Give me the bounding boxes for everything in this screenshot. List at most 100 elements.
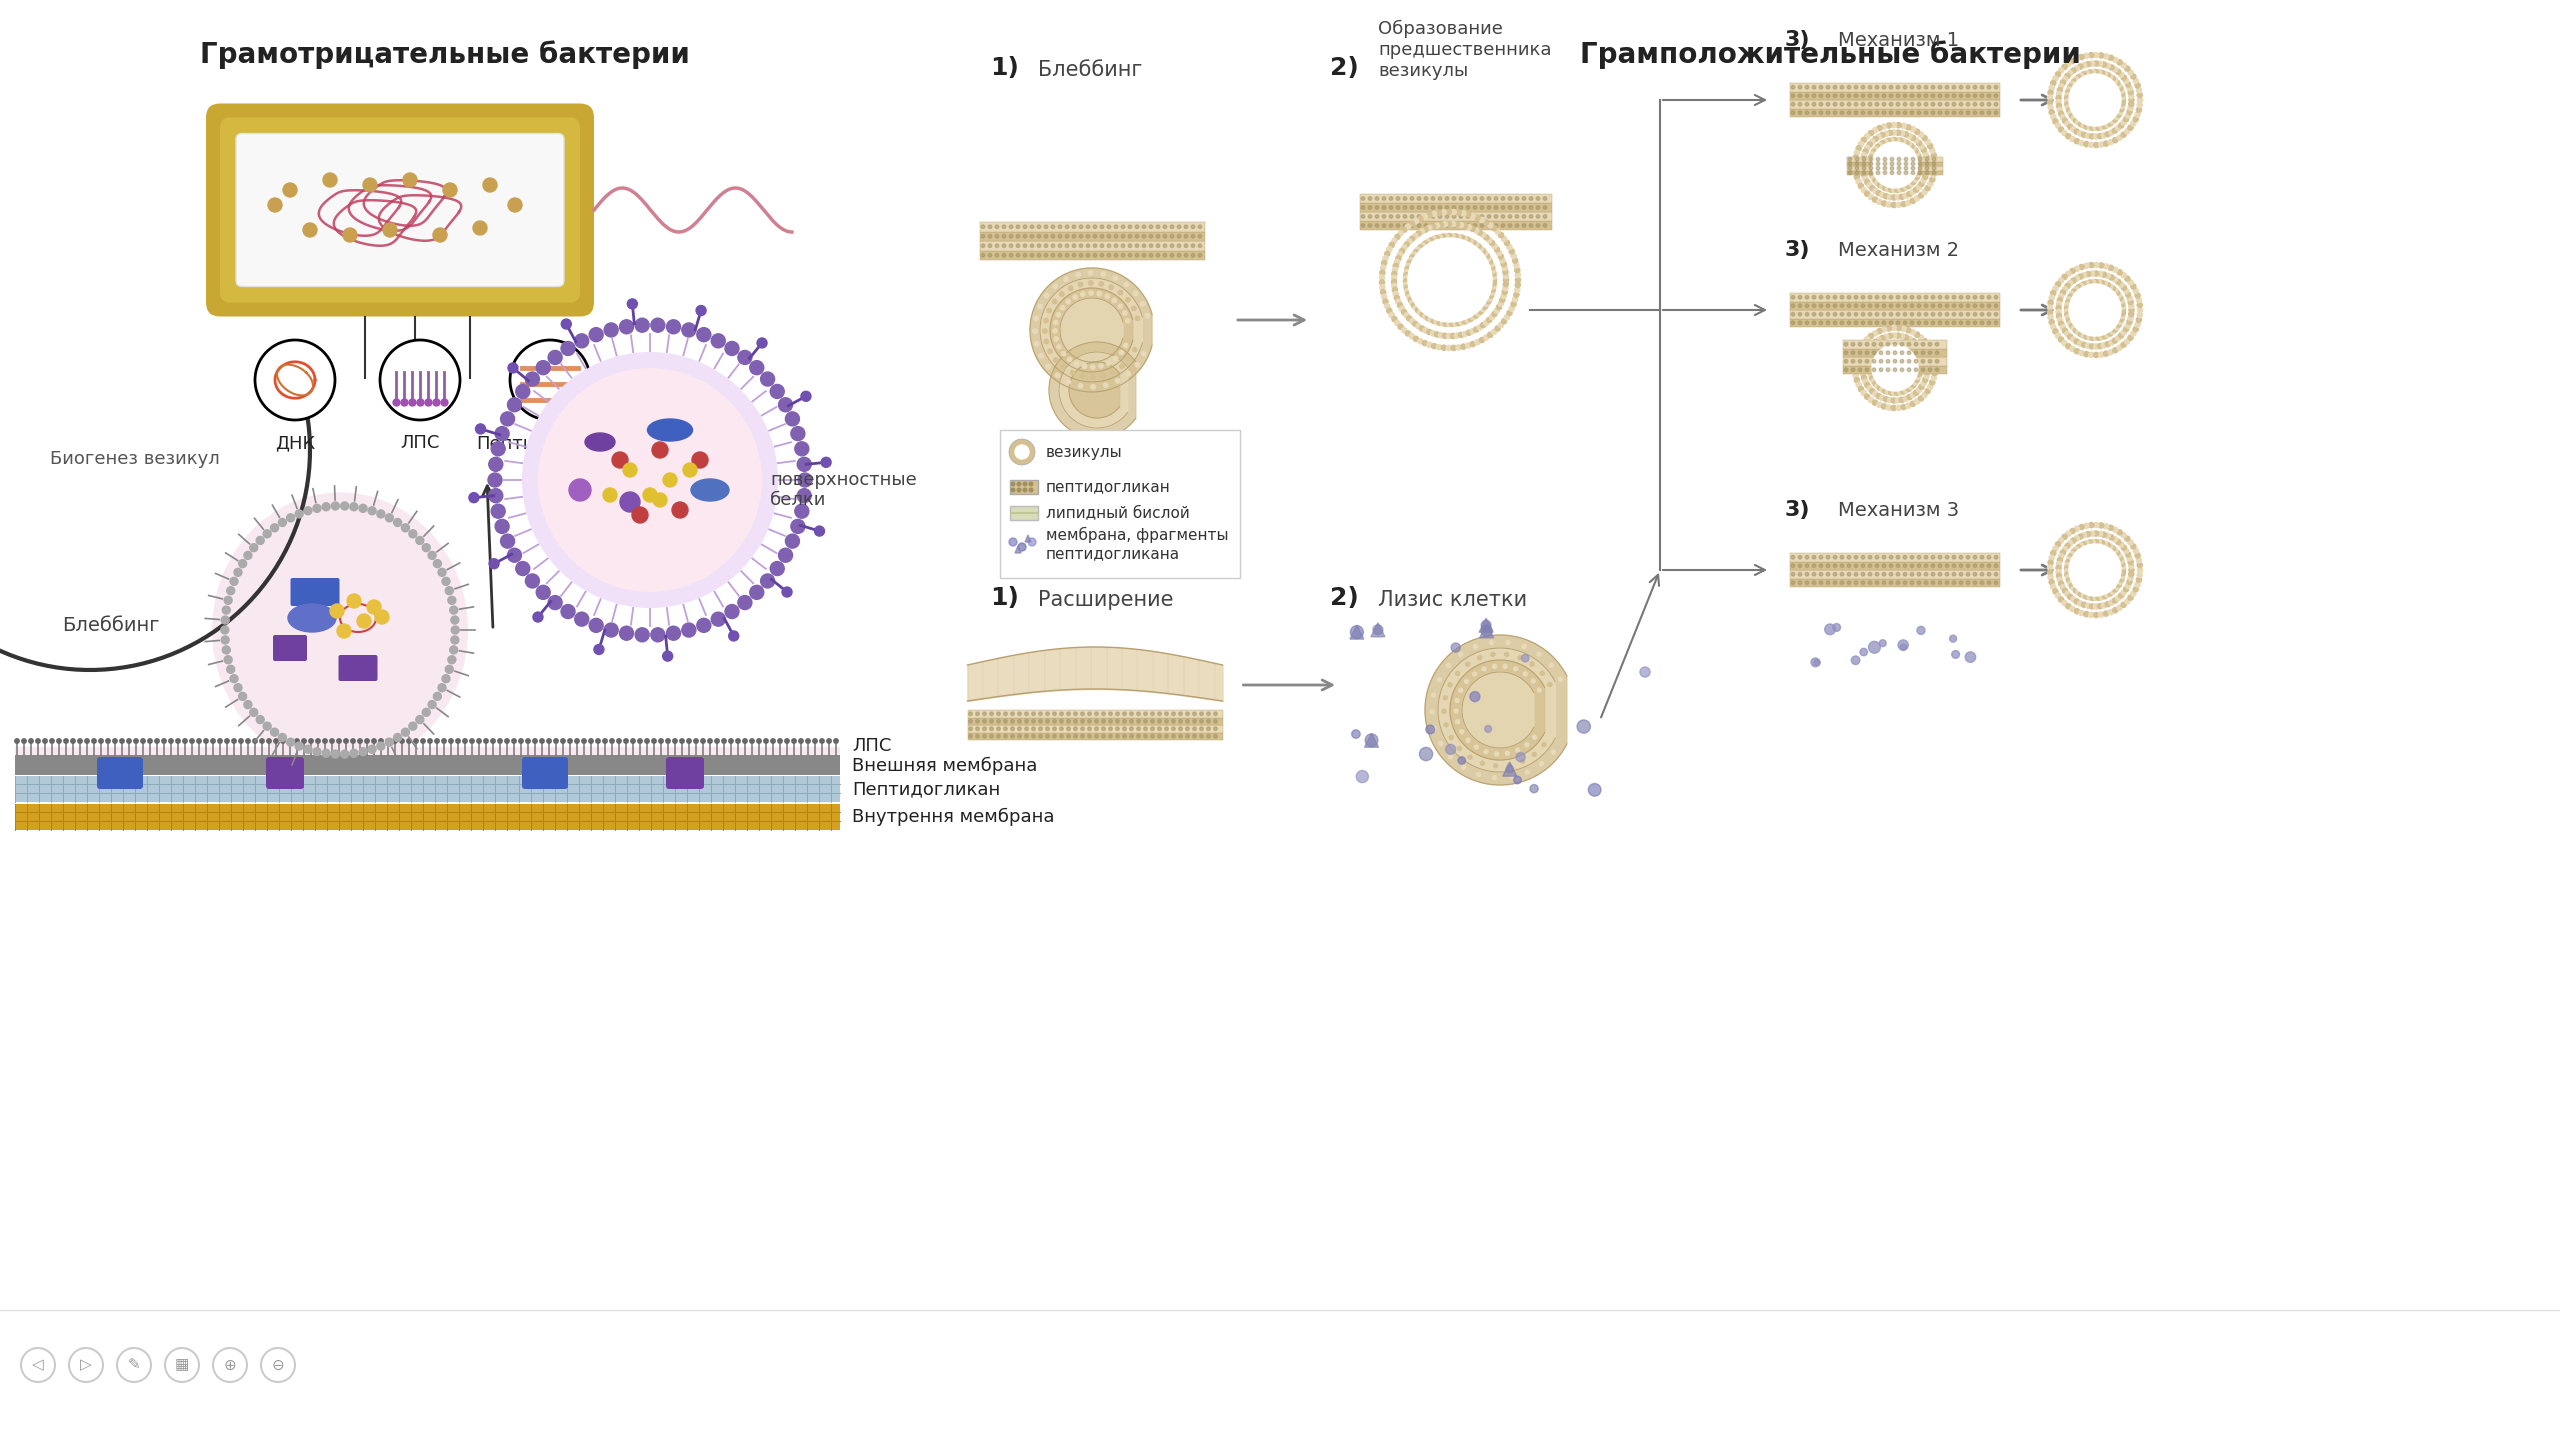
Circle shape <box>1052 284 1057 288</box>
Circle shape <box>2079 265 2084 269</box>
Circle shape <box>2120 298 2125 304</box>
Circle shape <box>2079 592 2084 596</box>
Circle shape <box>348 593 361 608</box>
Circle shape <box>1917 556 1920 559</box>
Circle shape <box>269 199 282 212</box>
Circle shape <box>1869 158 1874 163</box>
Circle shape <box>1910 347 1915 351</box>
Circle shape <box>1925 94 1928 98</box>
Circle shape <box>1820 321 1823 324</box>
Circle shape <box>2112 288 2117 294</box>
Circle shape <box>991 720 993 723</box>
Circle shape <box>1981 312 1984 315</box>
Circle shape <box>1915 354 1920 359</box>
Circle shape <box>1900 351 1905 354</box>
Circle shape <box>1974 304 1976 308</box>
Circle shape <box>2066 577 2071 583</box>
Circle shape <box>1812 111 1815 115</box>
Circle shape <box>2048 95 2053 101</box>
Circle shape <box>2066 344 2071 348</box>
Circle shape <box>1124 311 1126 315</box>
Circle shape <box>1853 367 1859 373</box>
Circle shape <box>1193 727 1196 730</box>
Circle shape <box>1951 635 1956 642</box>
Circle shape <box>2053 76 2058 81</box>
Circle shape <box>1869 140 1874 144</box>
Bar <box>1789 301 1999 310</box>
Circle shape <box>1864 148 1869 154</box>
Circle shape <box>1380 271 1385 275</box>
Circle shape <box>1917 94 1920 98</box>
Circle shape <box>1825 85 1830 89</box>
Circle shape <box>1905 403 1910 409</box>
Circle shape <box>1953 321 1956 324</box>
Circle shape <box>2051 324 2056 330</box>
Circle shape <box>1198 225 1201 229</box>
Circle shape <box>1910 135 1915 141</box>
Circle shape <box>2086 125 2092 130</box>
Circle shape <box>1861 340 1866 346</box>
Circle shape <box>1016 243 1019 248</box>
Circle shape <box>1096 711 1098 716</box>
Circle shape <box>1917 157 1923 161</box>
Circle shape <box>1905 343 1910 348</box>
Circle shape <box>968 727 973 730</box>
Circle shape <box>1487 292 1495 298</box>
Bar <box>968 733 1224 740</box>
Circle shape <box>1966 580 1969 585</box>
Circle shape <box>1879 639 1887 647</box>
Circle shape <box>1856 179 1861 184</box>
Circle shape <box>1894 187 1900 193</box>
Circle shape <box>2109 130 2115 135</box>
Circle shape <box>1472 215 1477 219</box>
Circle shape <box>799 472 812 487</box>
Circle shape <box>1805 94 1810 98</box>
Circle shape <box>791 426 804 441</box>
Circle shape <box>1841 304 1843 308</box>
Circle shape <box>1457 746 1462 750</box>
Circle shape <box>2109 328 2115 334</box>
Circle shape <box>681 739 684 743</box>
Circle shape <box>2066 312 2071 317</box>
Circle shape <box>1088 271 1093 275</box>
Circle shape <box>2079 611 2084 615</box>
Circle shape <box>1411 300 1416 305</box>
Circle shape <box>1897 85 1900 89</box>
Circle shape <box>760 372 776 386</box>
Circle shape <box>1894 369 1897 372</box>
Circle shape <box>1362 215 1364 219</box>
Circle shape <box>1871 379 1876 384</box>
Circle shape <box>2048 315 2053 320</box>
Circle shape <box>2086 272 2092 276</box>
Circle shape <box>1812 295 1815 300</box>
Circle shape <box>2120 282 2125 287</box>
Bar <box>15 755 840 775</box>
Circle shape <box>1869 173 1874 179</box>
Text: ▦: ▦ <box>174 1358 189 1372</box>
Circle shape <box>2107 284 2112 289</box>
Circle shape <box>1876 402 1882 408</box>
Circle shape <box>666 739 671 743</box>
Circle shape <box>1912 148 1917 153</box>
Circle shape <box>1912 161 1915 166</box>
Circle shape <box>445 665 453 674</box>
Circle shape <box>1044 340 1050 344</box>
Circle shape <box>996 734 1001 739</box>
Circle shape <box>2071 289 2076 294</box>
Circle shape <box>1900 360 1905 363</box>
Circle shape <box>1185 734 1190 739</box>
Circle shape <box>1887 397 1892 403</box>
Circle shape <box>251 544 259 552</box>
Circle shape <box>2127 595 2132 600</box>
Circle shape <box>1400 307 1405 311</box>
Circle shape <box>2048 310 2053 315</box>
Circle shape <box>1882 111 1887 115</box>
Circle shape <box>2097 336 2102 340</box>
Circle shape <box>2061 325 2066 330</box>
Circle shape <box>1889 167 1894 170</box>
Circle shape <box>1879 141 1884 145</box>
Bar <box>1359 212 1551 220</box>
Circle shape <box>1198 235 1201 238</box>
Circle shape <box>1055 359 1057 363</box>
Circle shape <box>1848 564 1851 567</box>
